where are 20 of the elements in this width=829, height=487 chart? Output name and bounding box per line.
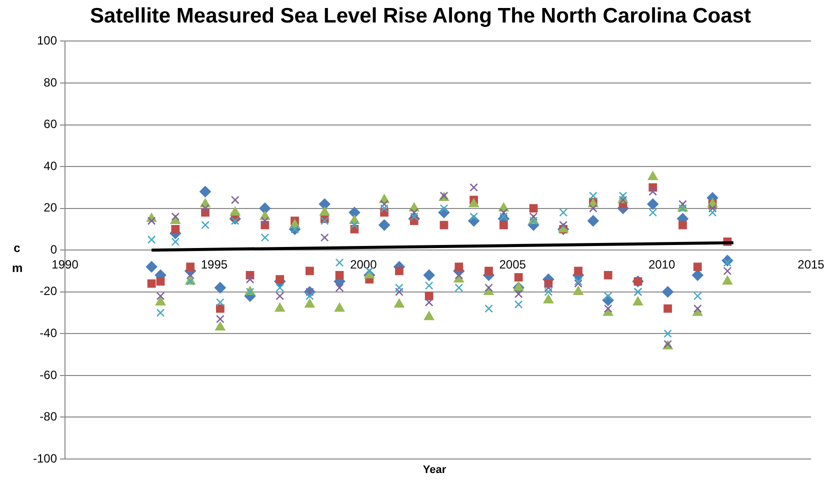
x-tick-label: 2010 <box>648 258 676 272</box>
y-tick-label: -60 <box>40 368 58 382</box>
y-tick-label: -100 <box>32 451 58 466</box>
x-tick-label: 1995 <box>200 258 228 272</box>
y-tick-label: -40 <box>40 326 58 340</box>
y-tick-label: -20 <box>40 284 58 298</box>
x-tick-label: 2015 <box>798 258 825 272</box>
x-axis-title: Year <box>422 464 448 476</box>
y-tick-label: 40 <box>44 158 58 173</box>
x-tick-label: 2000 <box>350 258 378 272</box>
x-tick-label: 1990 <box>52 258 79 272</box>
y-tick-label: -80 <box>40 410 58 424</box>
y-tick-label: 20 <box>44 200 58 215</box>
y-tick-label: 100 <box>36 34 58 48</box>
x-tick-label: 2005 <box>499 258 526 272</box>
y-tick-label: 80 <box>44 75 58 90</box>
y-axis-title: cm <box>12 240 23 277</box>
chart-title: Satellite Measured Sea Level Rise Along The North Carolina Coast <box>90 4 751 28</box>
y-tick-label: 60 <box>44 117 58 132</box>
y-tick-label: 0 <box>50 242 58 256</box>
